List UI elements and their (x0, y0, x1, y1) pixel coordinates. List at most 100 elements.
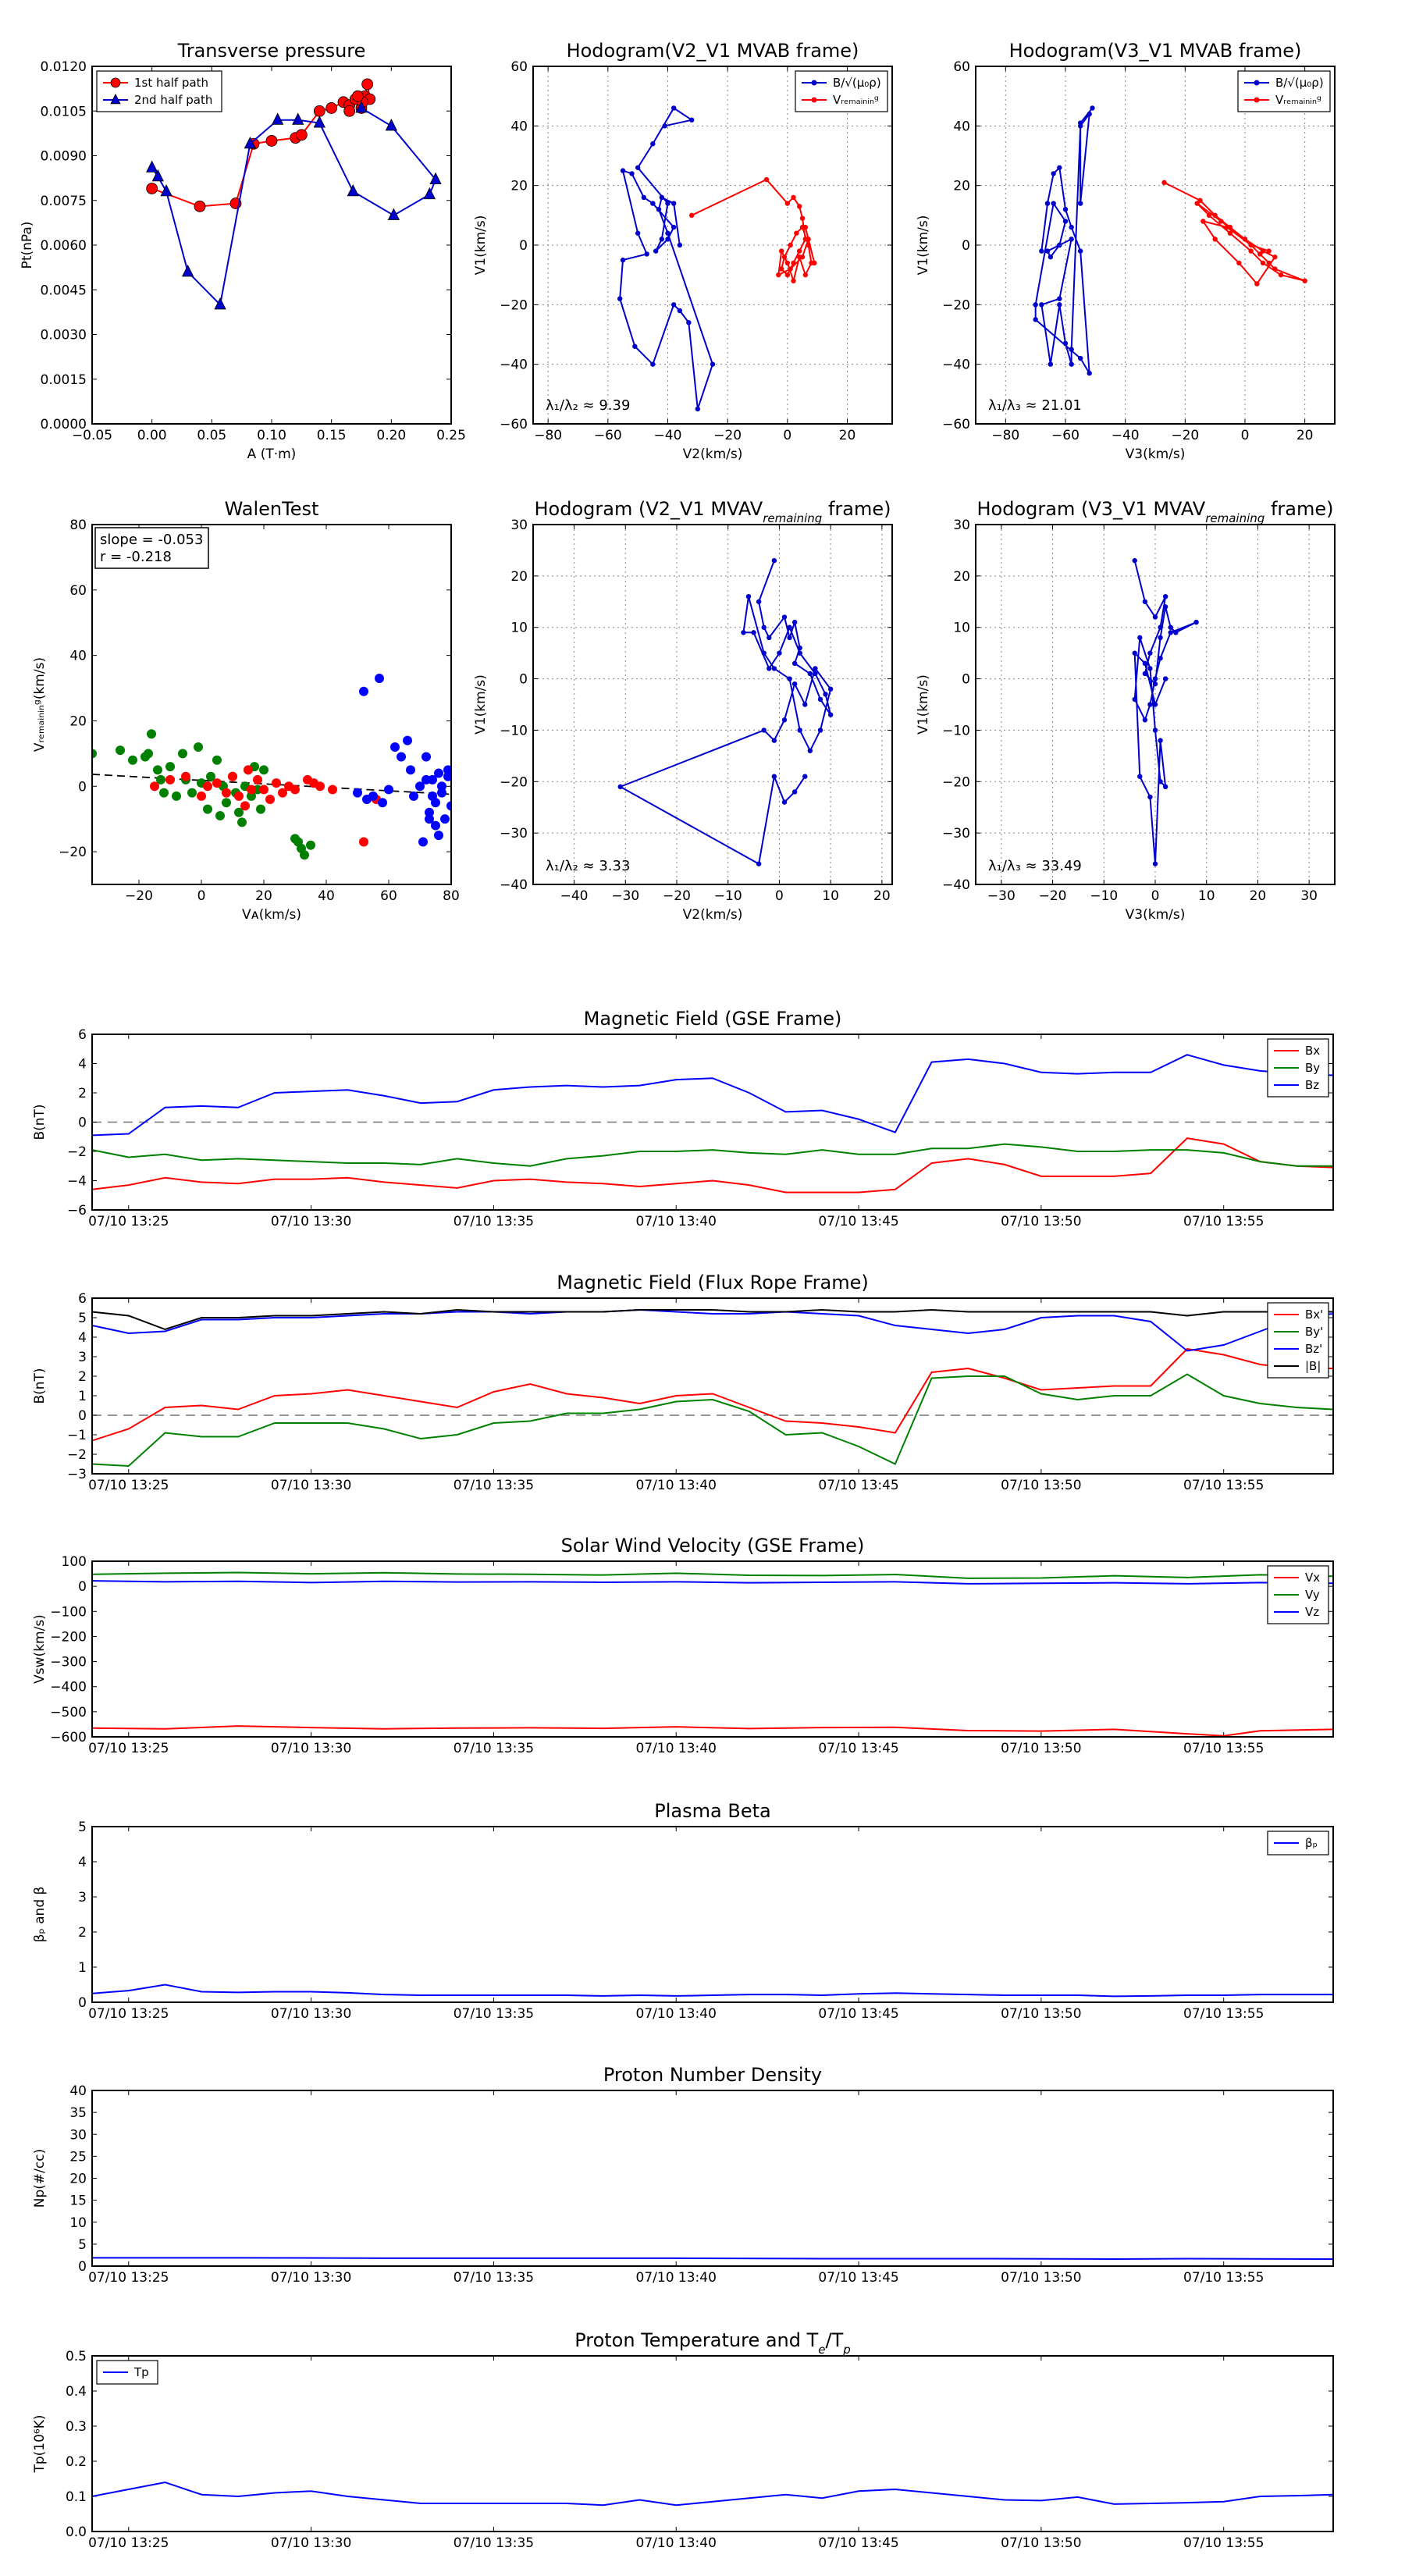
data-point (375, 673, 384, 683)
x-tick-label: 07/10 13:40 (636, 2270, 717, 2286)
y-tick-label: 10 (510, 621, 528, 636)
data-point (1077, 201, 1083, 206)
x-tick-label: 07/10 13:50 (1001, 1741, 1081, 1756)
data-point (147, 729, 156, 739)
data-point (771, 666, 777, 671)
data-point (1242, 237, 1248, 242)
data-point (272, 778, 281, 788)
y-tick-label: 5 (78, 2237, 87, 2253)
series-line (92, 1143, 1333, 1167)
data-point (1051, 201, 1056, 206)
y-tick-label: 10 (69, 2215, 87, 2231)
data-point (428, 791, 437, 801)
series-line (92, 1347, 1333, 1442)
data-point (343, 105, 356, 117)
x-tick-label: 0 (783, 428, 791, 443)
legend-label: Bz (1305, 1078, 1319, 1092)
y-tick-label: 40 (953, 119, 970, 134)
x-tick-label: 07/10 13:50 (1001, 2006, 1081, 2022)
data-point (1161, 180, 1167, 186)
plot-area (617, 557, 834, 866)
series-line (92, 1308, 1333, 1331)
data-point (1152, 614, 1158, 620)
data-point (771, 557, 777, 564)
legend-box (795, 70, 888, 112)
y-tick-label: 0 (962, 672, 970, 688)
data-point (156, 774, 165, 785)
data-point (203, 781, 212, 792)
stats-text: slope = -0.053 (100, 532, 203, 548)
chart-hodo_v2_remaining: Hodogram (V2_V1 MVAVremaining frame) −40 −… (473, 498, 893, 923)
data-point (787, 635, 792, 641)
series-line (92, 2257, 1333, 2261)
data-point (222, 798, 231, 808)
plot-area (92, 2481, 1333, 2507)
data-point (306, 840, 315, 850)
x-tick-label: 07/10 13:35 (454, 2006, 534, 2022)
data-point (771, 774, 777, 779)
y-tick-label: −4 (67, 1174, 87, 1190)
legend-label: Vy (1305, 1588, 1320, 1602)
data-point (425, 807, 434, 817)
x-tick-label: 20 (1250, 888, 1267, 904)
chart-title: Hodogram(V2_V1 MVAB frame) (567, 40, 859, 62)
legend-box (96, 70, 222, 112)
x-tick-label: 07/10 13:30 (271, 2006, 351, 2022)
data-point (817, 696, 823, 703)
data-point (771, 738, 777, 743)
chart-title: Proton Number Density (603, 2064, 822, 2086)
x-axis-label: V3(km/s) (1126, 447, 1186, 462)
y-tick-label: −100 (50, 1604, 87, 1620)
axes-frame (91, 1297, 1334, 1475)
data-point (688, 212, 695, 219)
data-point (429, 172, 442, 185)
x-tick-label: 07/10 13:30 (271, 1478, 351, 1493)
x-tick-label: 07/10 13:35 (454, 1478, 534, 1493)
y-axis-label: Vsw(km/s) (32, 1614, 48, 1684)
x-tick-label: 30 (1300, 888, 1318, 904)
data-point (802, 774, 808, 779)
data-point (1051, 171, 1056, 176)
data-point (1077, 355, 1083, 361)
y-tick-label: 0 (519, 238, 528, 254)
data-point (234, 807, 244, 817)
data-point (1044, 248, 1051, 254)
data-point (1158, 779, 1163, 785)
series-line (1164, 181, 1306, 286)
y-axis-label: Tp(10⁶K) (32, 2414, 48, 2473)
data-point (662, 123, 667, 129)
data-point (659, 194, 665, 201)
data-point (799, 215, 806, 221)
data-point (437, 781, 446, 792)
x-tick-label: 07/10 13:30 (271, 2270, 351, 2286)
y-tick-label: 40 (510, 119, 528, 134)
x-tick-label: 0 (1241, 428, 1250, 443)
data-point (259, 765, 269, 775)
data-point (351, 90, 364, 102)
chart-beta: Plasma Beta 07/10 13:25 07/10 13:30 07/10 1… (32, 1800, 1334, 2022)
x-tick-label: −20 (1039, 888, 1067, 904)
y-tick-label: 100 (62, 1554, 87, 1570)
plot-area (92, 2257, 1333, 2261)
chart-title: Transverse pressure (177, 40, 366, 62)
x-axis-label: V2(km/s) (683, 907, 743, 923)
data-point (650, 201, 656, 206)
data-point (406, 765, 415, 775)
x-tick-label: 07/10 13:25 (88, 2270, 169, 2286)
data-point (434, 831, 443, 841)
x-tick-label: 07/10 13:35 (454, 1214, 534, 1229)
x-tick-label: 07/10 13:25 (88, 2006, 169, 2022)
y-tick-label: −10 (500, 723, 528, 738)
y-tick-label: 2 (78, 1086, 87, 1101)
y-tick-label: 0 (78, 1115, 87, 1131)
series-line (618, 560, 832, 866)
y-tick-label: 0 (519, 672, 528, 688)
data-point (1152, 681, 1158, 687)
data-point (797, 650, 802, 656)
legend-label: Bx (1305, 1044, 1320, 1058)
chart-title: Solar Wind Velocity (GSE Frame) (561, 1535, 865, 1557)
y-tick-label: 20 (69, 2172, 87, 2187)
x-tick-label: 10 (1198, 888, 1215, 904)
data-point (215, 810, 225, 820)
